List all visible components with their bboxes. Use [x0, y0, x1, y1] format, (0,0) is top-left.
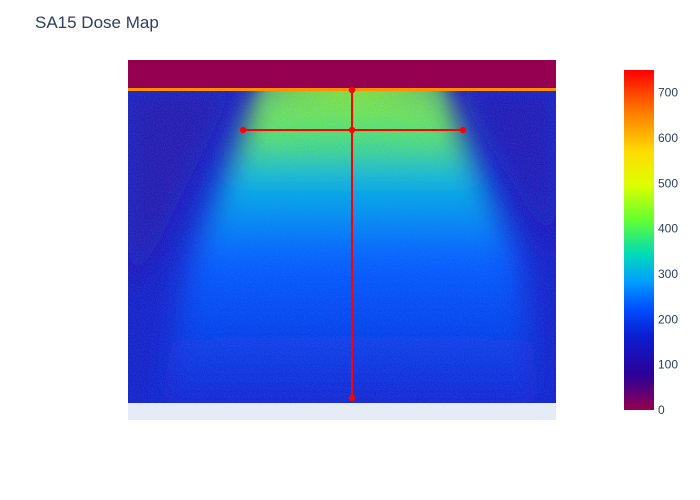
noise-texture	[128, 88, 556, 403]
colorbar-tick-label: 200	[658, 312, 678, 326]
crosshair-marker-top[interactable]	[348, 86, 356, 94]
crosshair-marker-center[interactable]	[348, 126, 356, 134]
header-band	[128, 60, 556, 88]
colorbar-tick-label: 100	[658, 358, 678, 372]
crosshair-overlay[interactable]	[239, 86, 467, 402]
colorbar-tick-label: 600	[658, 131, 678, 145]
top-edge-line	[128, 88, 556, 91]
colorbar-tick-label: 300	[658, 267, 678, 281]
crosshair-marker-right[interactable]	[459, 126, 467, 134]
chart-title: SA15 Dose Map	[35, 13, 159, 32]
no-data-strip	[128, 403, 556, 420]
crosshair-marker-left[interactable]	[239, 126, 247, 134]
colorbar: 0 100 200 300 400 500 600 700	[624, 70, 678, 417]
heatmap	[128, 60, 556, 420]
colorbar-ticks: 0 100 200 300 400 500 600 700	[658, 86, 678, 417]
crosshair-marker-bottom[interactable]	[348, 394, 356, 402]
colorbar-tick-label: 700	[658, 86, 678, 100]
colorbar-tick-label: 500	[658, 176, 678, 190]
colorbar-tick-label: 400	[658, 222, 678, 236]
colorbar-gradient	[624, 70, 654, 410]
colorbar-tick-label: 0	[658, 403, 665, 417]
